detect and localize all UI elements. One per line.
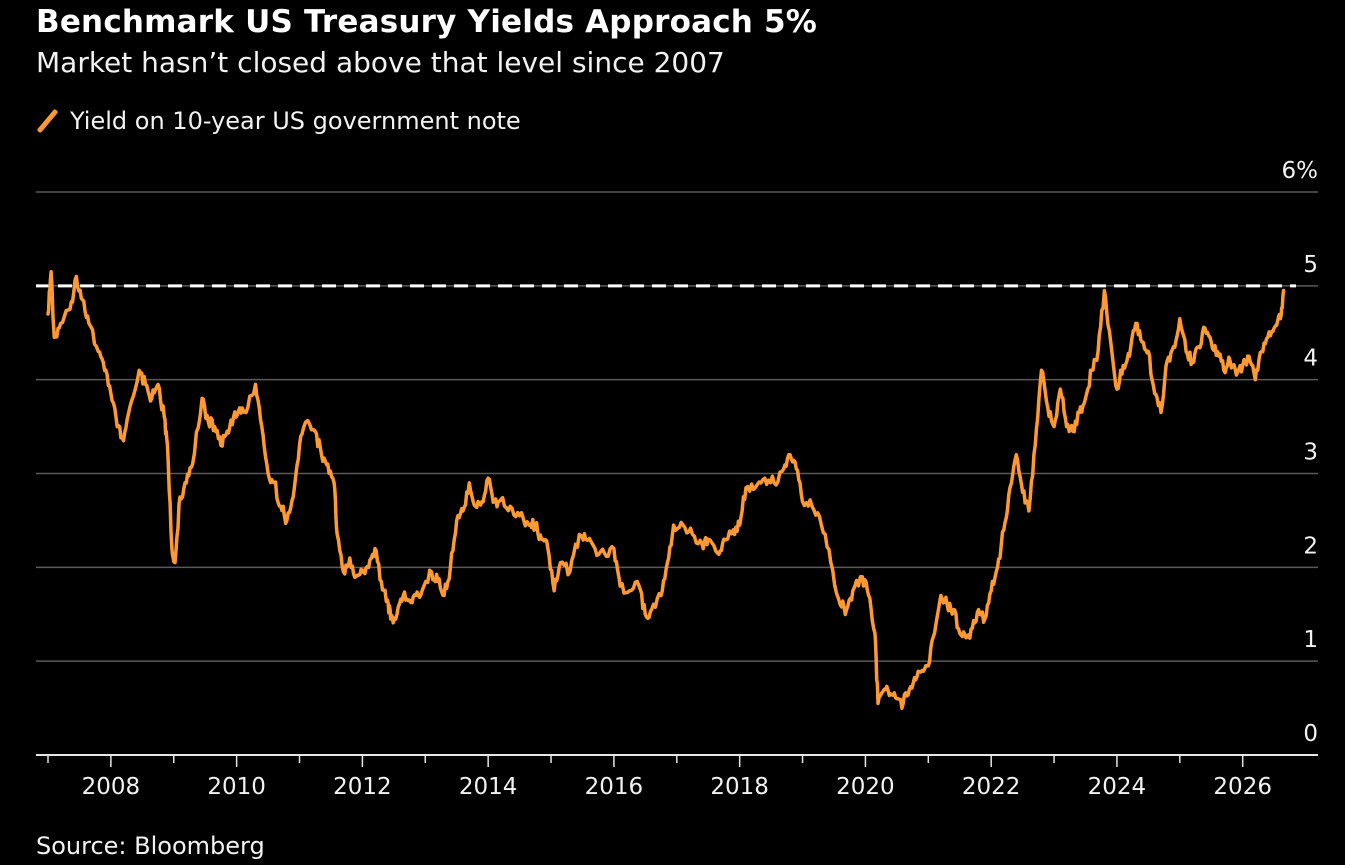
y-tick-label: 6% xyxy=(1282,158,1319,184)
source-note: Source: Bloomberg xyxy=(36,832,265,860)
y-tick-label: 2 xyxy=(1303,533,1318,559)
x-tick-label: 2020 xyxy=(836,774,895,800)
y-tick-label: 0 xyxy=(1303,721,1318,747)
legend: Yield on 10-year US government note xyxy=(36,107,521,135)
y-tick-label: 1 xyxy=(1303,627,1318,653)
y-axis-ticks: 0 1 2 3 4 5 6% xyxy=(1282,158,1319,747)
y-tick-label: 3 xyxy=(1303,440,1318,466)
chart-subtitle: Market hasn’t closed above that level si… xyxy=(36,46,725,79)
x-tick-label: 2016 xyxy=(585,774,644,800)
y-tick-label: 4 xyxy=(1303,346,1318,372)
x-tick-label: 2012 xyxy=(333,774,392,800)
series-line-10-year-yield xyxy=(46,270,1286,711)
x-tick-label: 2022 xyxy=(962,774,1021,800)
x-tick-label: 2026 xyxy=(1213,774,1272,800)
x-tick-label: 2014 xyxy=(459,774,518,800)
grid-lines xyxy=(36,191,1318,756)
y-tick-label: 5 xyxy=(1303,252,1318,278)
x-axis-ticks: 2008 2010 2012 2014 2016 2018 2020 2022 2024 2026 xyxy=(47,755,1272,800)
series-group xyxy=(46,270,1286,711)
legend-label: Yield on 10-year US government note xyxy=(70,107,521,135)
chart-title: Benchmark US Treasury Yields Approach 5% xyxy=(36,4,818,40)
x-tick-label: 2008 xyxy=(82,774,141,800)
x-tick-label: 2024 xyxy=(1088,774,1147,800)
x-tick-label: 2018 xyxy=(710,774,769,800)
x-tick-label: 2010 xyxy=(207,774,266,800)
